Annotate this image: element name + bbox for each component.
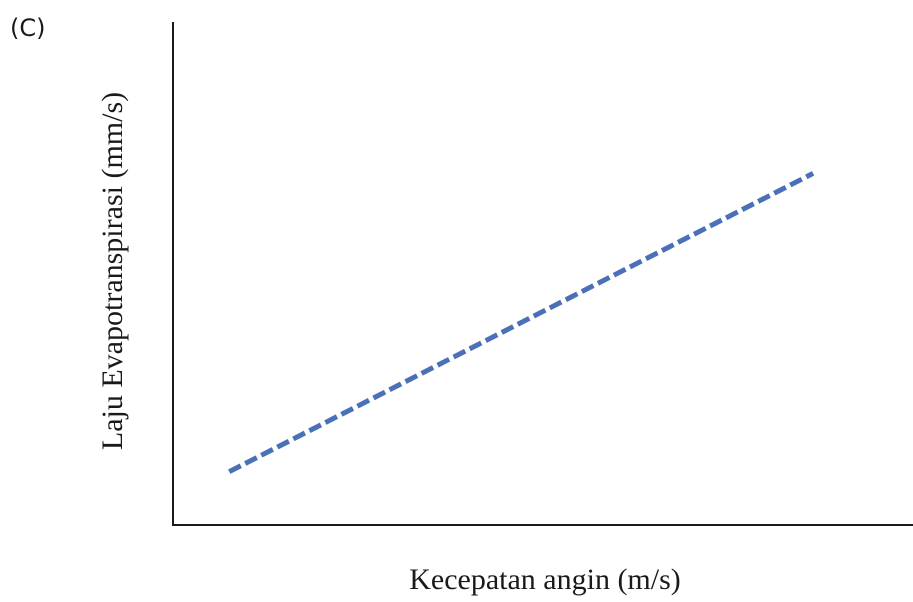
series-line-1 [228,171,815,474]
plot-area [172,22,913,526]
panel-label: (C) [10,14,45,42]
y-axis-title: Laju Evapotranspirasi (mm/s) [96,92,129,450]
series-layer [228,171,815,474]
x-axis-title: Kecepatan angin (m/s) [409,563,681,596]
